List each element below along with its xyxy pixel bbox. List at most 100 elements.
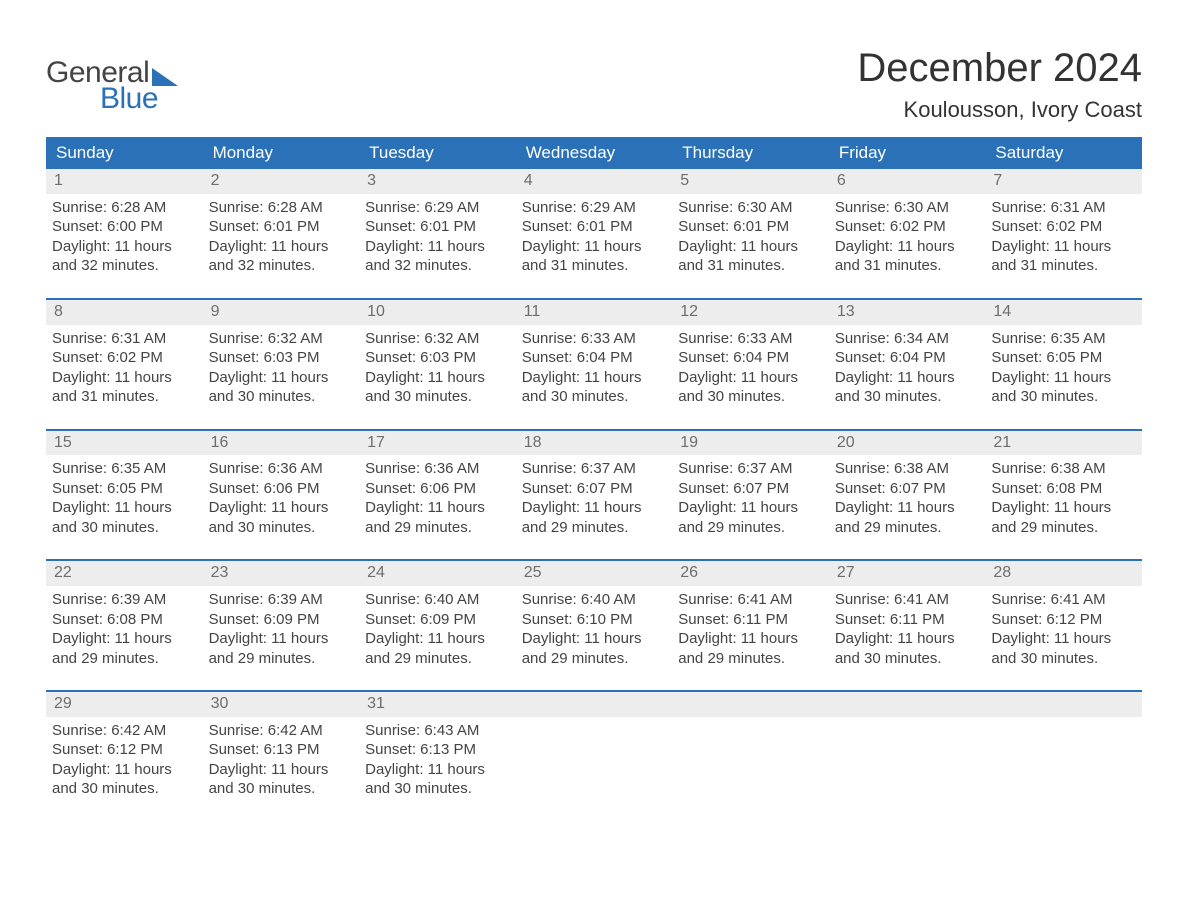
calendar-day-cell: 21Sunrise: 6:38 AMSunset: 6:08 PMDayligh… [985, 431, 1142, 542]
day-details: Sunrise: 6:30 AMSunset: 6:02 PMDaylight:… [835, 198, 980, 276]
sunrise-text: Sunrise: 6:29 AM [365, 198, 510, 218]
sunrise-text: Sunrise: 6:35 AM [991, 329, 1136, 349]
calendar-day-cell: 17 Sunrise: 6:36 AMSunset: 6:06 PMDayligh… [359, 431, 516, 542]
day-number: 23 [203, 561, 360, 586]
daylight-text: Daylight: 11 hours and 30 minutes. [991, 629, 1136, 668]
calendar-day-cell: 7Sunrise: 6:31 AMSunset: 6:02 PMDaylight… [985, 169, 1142, 280]
day-number: 20 [829, 431, 986, 456]
sunrise-text: Sunrise: 6:32 AM [365, 329, 510, 349]
sunrise-text: Sunrise: 6:35 AM [52, 459, 197, 479]
daylight-text: Daylight: 11 hours and 31 minutes. [52, 368, 197, 407]
calendar-week-row: 15 Sunrise: 6:35 AMSunset: 6:05 PMDayligh… [46, 431, 1142, 542]
calendar-week-row: 8Sunrise: 6:31 AMSunset: 6:02 PMDaylight… [46, 300, 1142, 411]
day-number: 12 [672, 300, 829, 325]
day-number: 19 [672, 431, 829, 456]
sunset-text: Sunset: 6:07 PM [678, 479, 823, 499]
sunrise-text: Sunrise: 6:30 AM [835, 198, 980, 218]
sunrise-text: Sunrise: 6:40 AM [522, 590, 667, 610]
day-number: 16 [203, 431, 360, 456]
sunrise-text: Sunrise: 6:41 AM [678, 590, 823, 610]
sunset-text: Sunset: 6:02 PM [835, 217, 980, 237]
sunrise-text: Sunrise: 6:39 AM [52, 590, 197, 610]
calendar-day-cell: 16 Sunrise: 6:36 AMSunset: 6:06 PMDayligh… [203, 431, 360, 542]
calendar-header-row: Sunday Monday Tuesday Wednesday Thursday… [46, 137, 1142, 169]
day-details: Sunrise: 6:42 AMSunset: 6:12 PMDaylight:… [52, 721, 197, 799]
day-number: 15 [46, 431, 203, 456]
sunrise-text: Sunrise: 6:34 AM [835, 329, 980, 349]
day-details: Sunrise: 6:43 AMSunset: 6:13 PMDaylight:… [365, 721, 510, 799]
sunset-text: Sunset: 6:10 PM [522, 610, 667, 630]
day-number: 27 [829, 561, 986, 586]
day-details: Sunrise: 6:35 AMSunset: 6:05 PMDaylight:… [52, 459, 197, 537]
daylight-text: Daylight: 11 hours and 30 minutes. [678, 368, 823, 407]
sunrise-text: Sunrise: 6:36 AM [365, 459, 510, 479]
calendar-day-cell: 20Sunrise: 6:38 AMSunset: 6:07 PMDayligh… [829, 431, 986, 542]
day-number-empty [985, 692, 1142, 717]
day-details: Sunrise: 6:30 AMSunset: 6:01 PMDaylight:… [678, 198, 823, 276]
day-number: 21 [985, 431, 1142, 456]
day-details: Sunrise: 6:28 AMSunset: 6:01 PMDaylight:… [209, 198, 354, 276]
sunset-text: Sunset: 6:12 PM [991, 610, 1136, 630]
day-details: Sunrise: 6:33 AMSunset: 6:04 PMDaylight:… [678, 329, 823, 407]
sunrise-text: Sunrise: 6:28 AM [209, 198, 354, 218]
calendar-day-cell: 9Sunrise: 6:32 AMSunset: 6:03 PMDaylight… [203, 300, 360, 411]
calendar-day-cell [985, 692, 1142, 803]
daylight-text: Daylight: 11 hours and 29 minutes. [209, 629, 354, 668]
sunset-text: Sunset: 6:08 PM [991, 479, 1136, 499]
day-details: Sunrise: 6:32 AMSunset: 6:03 PMDaylight:… [209, 329, 354, 407]
calendar-week-row: 29Sunrise: 6:42 AMSunset: 6:12 PMDayligh… [46, 692, 1142, 803]
sunset-text: Sunset: 6:03 PM [365, 348, 510, 368]
day-details: Sunrise: 6:29 AMSunset: 6:01 PMDaylight:… [522, 198, 667, 276]
calendar-day-cell: 6 Sunrise: 6:30 AMSunset: 6:02 PMDaylight… [829, 169, 986, 280]
day-number: 25 [516, 561, 673, 586]
daylight-text: Daylight: 11 hours and 30 minutes. [522, 368, 667, 407]
day-number: 13 [829, 300, 986, 325]
dow-header: Sunday [46, 137, 203, 169]
day-number: 6 [829, 169, 986, 194]
day-number: 24 [359, 561, 516, 586]
daylight-text: Daylight: 11 hours and 29 minutes. [365, 498, 510, 537]
dow-header: Monday [203, 137, 360, 169]
calendar-day-cell: 11Sunrise: 6:33 AMSunset: 6:04 PMDayligh… [516, 300, 673, 411]
calendar-day-cell: 23Sunrise: 6:39 AMSunset: 6:09 PMDayligh… [203, 561, 360, 672]
sunset-text: Sunset: 6:06 PM [209, 479, 354, 499]
sunset-text: Sunset: 6:07 PM [522, 479, 667, 499]
calendar-day-cell: 27Sunrise: 6:41 AMSunset: 6:11 PMDayligh… [829, 561, 986, 672]
calendar-day-cell: 10Sunrise: 6:32 AMSunset: 6:03 PMDayligh… [359, 300, 516, 411]
sunrise-text: Sunrise: 6:40 AM [365, 590, 510, 610]
sunset-text: Sunset: 6:04 PM [678, 348, 823, 368]
sunset-text: Sunset: 6:06 PM [365, 479, 510, 499]
sunset-text: Sunset: 6:04 PM [522, 348, 667, 368]
calendar-day-cell: 28Sunrise: 6:41 AMSunset: 6:12 PMDayligh… [985, 561, 1142, 672]
dow-header: Saturday [985, 137, 1142, 169]
day-number: 2 [203, 169, 360, 194]
day-number-empty [829, 692, 986, 717]
daylight-text: Daylight: 11 hours and 30 minutes. [365, 368, 510, 407]
daylight-text: Daylight: 11 hours and 32 minutes. [52, 237, 197, 276]
calendar-day-cell: 5Sunrise: 6:30 AMSunset: 6:01 PMDaylight… [672, 169, 829, 280]
day-number: 11 [516, 300, 673, 325]
sunrise-text: Sunrise: 6:37 AM [678, 459, 823, 479]
day-details: Sunrise: 6:31 AMSunset: 6:02 PMDaylight:… [991, 198, 1136, 276]
dow-header: Friday [829, 137, 986, 169]
sunrise-text: Sunrise: 6:41 AM [991, 590, 1136, 610]
daylight-text: Daylight: 11 hours and 30 minutes. [365, 760, 510, 799]
logo-triangle-icon [152, 68, 178, 86]
calendar-day-cell [672, 692, 829, 803]
day-details: Sunrise: 6:36 AMSunset: 6:06 PMDaylight:… [209, 459, 354, 537]
day-number: 26 [672, 561, 829, 586]
daylight-text: Daylight: 11 hours and 31 minutes. [522, 237, 667, 276]
sunrise-text: Sunrise: 6:32 AM [209, 329, 354, 349]
daylight-text: Daylight: 11 hours and 31 minutes. [835, 237, 980, 276]
day-details: Sunrise: 6:41 AMSunset: 6:11 PMDaylight:… [678, 590, 823, 668]
logo: General Blue [46, 30, 178, 114]
day-number: 17 [359, 431, 516, 456]
calendar-day-cell: 3Sunrise: 6:29 AMSunset: 6:01 PMDaylight… [359, 169, 516, 280]
dow-header: Wednesday [516, 137, 673, 169]
sunset-text: Sunset: 6:12 PM [52, 740, 197, 760]
daylight-text: Daylight: 11 hours and 29 minutes. [365, 629, 510, 668]
sunrise-text: Sunrise: 6:39 AM [209, 590, 354, 610]
daylight-text: Daylight: 11 hours and 29 minutes. [678, 498, 823, 537]
day-number: 31 [359, 692, 516, 717]
day-number: 1 [46, 169, 203, 194]
